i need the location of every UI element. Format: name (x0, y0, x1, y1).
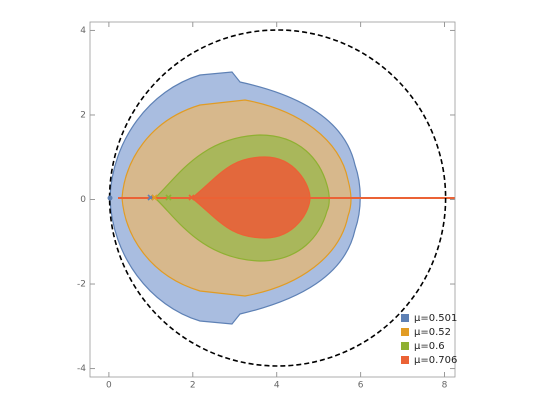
cross (151, 194, 158, 201)
legend-swatch (401, 356, 409, 364)
dot (107, 195, 113, 201)
x-tick-label: 6 (358, 381, 364, 391)
cross-markers (107, 194, 195, 201)
cross (165, 194, 172, 201)
x-tick-label: 0 (106, 381, 112, 391)
legend-swatch (401, 328, 409, 336)
legend-label: μ=0.6 (414, 341, 445, 352)
legend-label: μ=0.501 (414, 313, 457, 324)
legend-swatch (401, 314, 409, 322)
x-tick-label: 4 (274, 381, 280, 391)
dashed-circle (108, 29, 447, 367)
y-tick-label: 4 (80, 26, 86, 36)
x-tick-label: 8 (442, 381, 448, 391)
legend-swatch (401, 342, 409, 350)
y-tick-label: -2 (77, 280, 86, 290)
y-tick-label: 0 (80, 195, 86, 205)
y-tick-label: 2 (80, 110, 86, 120)
cross (188, 194, 195, 201)
x-tick-label: 2 (190, 381, 196, 391)
legend-label: μ=0.52 (414, 327, 451, 338)
y-tick-label: -4 (77, 364, 86, 374)
legend-label: μ=0.706 (414, 355, 457, 366)
